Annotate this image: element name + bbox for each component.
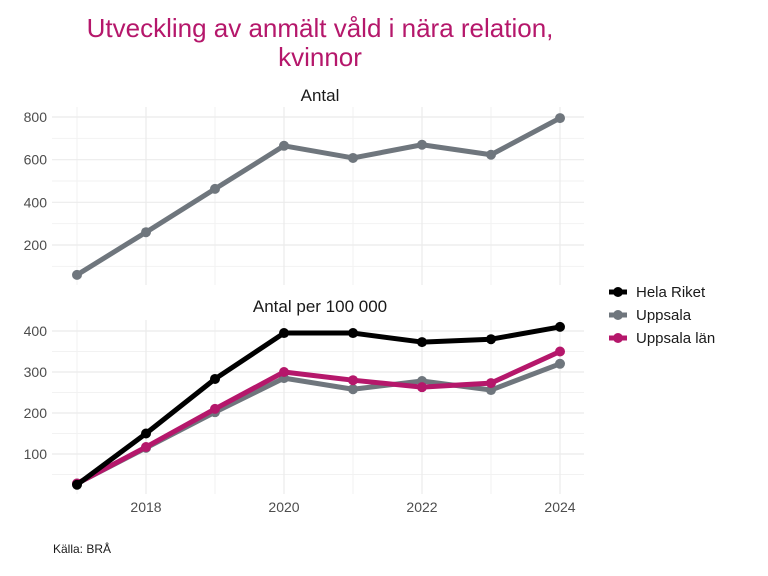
facet-title-per-100000: Antal per 100 000 (253, 297, 387, 316)
data-point-uppsala-2023 (486, 149, 496, 160)
data-point-hela-riket-2019 (210, 373, 220, 384)
data-point-hela-riket-2018 (141, 428, 151, 439)
legend-key-point-uppsala-lan (613, 333, 623, 343)
y-tick-label: 400 (24, 323, 48, 339)
chart-title-line-2: kvinnor (278, 42, 362, 72)
panel-antal-per-100000: 100 200 300 400 2018 2020 2022 2024 Antal per 10… (24, 297, 584, 515)
y-tick-label: 200 (24, 237, 48, 253)
data-point-uppsala-lan-2023 (486, 378, 496, 389)
data-point-uppsala-2018 (141, 227, 151, 238)
y-tick-label: 800 (24, 109, 48, 125)
x-tick-label: 2022 (406, 499, 437, 515)
source-caption: Källa: BRÅ (53, 542, 112, 556)
data-point-hela-riket-2024 (555, 321, 565, 332)
facet-title-antal: Antal (301, 86, 340, 105)
y-tick-label: 100 (24, 446, 48, 462)
legend: Hela Riket Uppsala Uppsala län (609, 284, 715, 347)
chart-title: Utveckling av anmält våld i nära relatio… (0, 14, 640, 72)
data-point-uppsala-lan-2021 (348, 375, 358, 386)
chart-title-line-1: Utveckling av anmält våld i nära relatio… (86, 13, 554, 43)
data-point-hela-riket-2022 (417, 337, 427, 348)
data-point-uppsala-2024 (555, 358, 565, 369)
data-point-uppsala-2021 (348, 152, 358, 163)
y-tick-label: 300 (24, 364, 48, 380)
legend-key-point-uppsala (613, 310, 623, 320)
data-point-uppsala-lan-2020 (279, 367, 289, 377)
data-point-uppsala-lan-2022 (417, 382, 427, 393)
data-point-uppsala-lan-2019 (210, 403, 220, 414)
series-line-uppsala-lan (75, 349, 562, 486)
data-point-hela-riket-2020 (279, 328, 289, 339)
series-line-hela-riket (75, 324, 561, 487)
series-line-uppsala (75, 115, 562, 277)
legend-label-hela-riket: Hela Riket (636, 284, 706, 301)
data-point-hela-riket-2023 (486, 334, 496, 345)
panel-antal: 200 400 600 800 Antal (24, 86, 584, 285)
data-point-uppsala-lan-2018 (141, 442, 151, 453)
x-tick-label: 2018 (130, 499, 161, 515)
data-point-hela-riket-2017 (72, 479, 82, 490)
data-point-uppsala-2017 (72, 269, 82, 280)
data-point-uppsala-2022 (417, 139, 427, 150)
data-point-uppsala-2021 (348, 384, 358, 395)
x-tick-label: 2020 (268, 499, 299, 515)
data-point-hela-riket-2021 (348, 328, 358, 339)
y-tick-label: 600 (24, 152, 48, 168)
legend-key-point-hela-riket (613, 287, 623, 297)
data-point-uppsala-2019 (210, 183, 220, 194)
data-point-uppsala-2023 (486, 385, 496, 396)
y-tick-label: 200 (24, 405, 48, 421)
data-point-uppsala-2024 (555, 113, 565, 124)
data-point-uppsala-lan-2024 (555, 346, 565, 357)
data-point-uppsala-2020 (279, 140, 289, 151)
x-tick-label: 2024 (544, 499, 575, 515)
legend-label-uppsala-lan: Uppsala län (636, 330, 715, 347)
legend-label-uppsala: Uppsala (636, 307, 692, 324)
y-tick-label: 400 (24, 194, 48, 210)
